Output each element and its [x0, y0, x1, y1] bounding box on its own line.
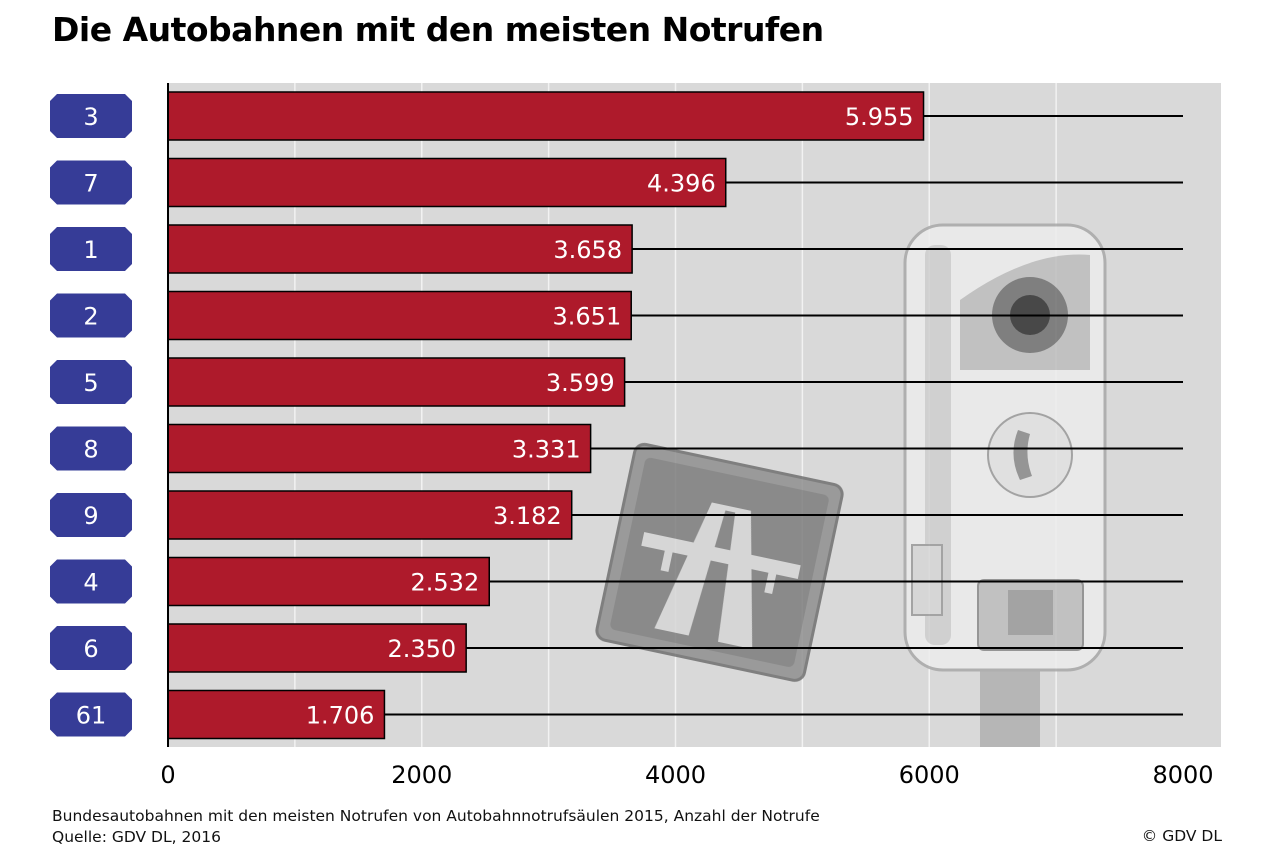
bar [167, 556, 490, 607]
motorway-badge [50, 94, 132, 138]
bar [167, 423, 592, 474]
motorway-badge [50, 559, 132, 604]
motorway-number-label: 4 [83, 569, 98, 597]
motorway-badge [50, 692, 132, 737]
emergency-phone-icon [903, 223, 1107, 747]
bar-value-label: 3.331 [512, 436, 581, 464]
caption-text: Bundesautobahnen mit den meisten Notrufe… [52, 807, 820, 825]
motorway-number-label: 2 [83, 303, 98, 331]
motorway-number-label: 7 [83, 170, 98, 198]
chart-title: Die Autobahnen mit den meisten Notrufen [52, 10, 824, 49]
motorway-badge [50, 493, 132, 537]
bar-value-label: 2.532 [411, 569, 480, 597]
motorway-badge [50, 227, 132, 271]
motorway-badge [50, 626, 132, 670]
bar-value-label: 3.658 [553, 236, 622, 264]
bar-value-label: 5.955 [845, 103, 914, 131]
source-text: Quelle: GDV DL, 2016 [52, 828, 221, 846]
motorway-badge [50, 360, 132, 404]
motorway-number-label: 3 [83, 103, 98, 131]
x-tick-label: 0 [160, 761, 175, 789]
bar [167, 157, 727, 208]
bar [167, 490, 573, 540]
bar [167, 623, 467, 673]
motorway-badge [50, 160, 132, 205]
x-tick-label: 4000 [645, 761, 706, 789]
caption: Bundesautobahnen mit den meisten Notrufe… [52, 806, 820, 848]
motorway-number-label: 8 [83, 436, 98, 464]
bar-value-label: 2.350 [387, 635, 456, 663]
motorway-number-label: 1 [83, 236, 98, 264]
motorway-number-label: 5 [83, 369, 98, 397]
bar [167, 689, 386, 740]
bar-value-label: 3.599 [546, 369, 615, 397]
axes: 0 2000 4000 6000 8000 [160, 83, 1214, 789]
motorway-number-label: 61 [76, 702, 107, 730]
x-tick-label: 2000 [391, 761, 452, 789]
bars: 5.955 4.396 3.658 3.651 3.599 3.331 3.182 2.532… [167, 91, 1183, 740]
motorway-number-label: 9 [83, 502, 98, 530]
x-tick-label: 6000 [899, 761, 960, 789]
bar [167, 357, 626, 407]
bar-chart: 5.955 4.396 3.658 3.651 3.599 3.331 3.182 2.532… [50, 83, 1221, 789]
bar-value-label: 3.182 [493, 502, 562, 530]
x-tick-label: 8000 [1152, 761, 1213, 789]
category-badges: 3 7 1 2 5 8 9 4 6 61 [50, 94, 132, 737]
motorway-badge [50, 293, 132, 338]
bar-value-label: 3.651 [553, 303, 622, 331]
bar [167, 91, 925, 141]
bar [167, 290, 632, 341]
motorway-badge [50, 426, 132, 471]
copyright: © GDV DL [1141, 827, 1222, 845]
bar-value-label: 4.396 [647, 170, 716, 198]
bar-value-label: 1.706 [306, 702, 375, 730]
motorway-sign-icon [595, 442, 844, 682]
bar [167, 224, 633, 274]
motorway-number-label: 6 [83, 635, 98, 663]
